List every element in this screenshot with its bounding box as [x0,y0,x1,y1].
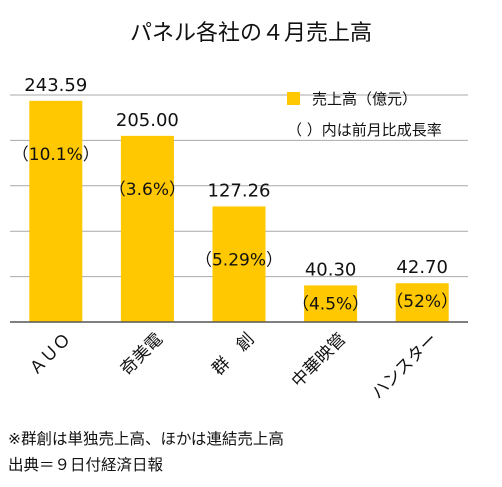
bar-2 [120,135,174,322]
bar-4 [304,285,358,322]
chart-title: パネル各社の４月売上高 [130,21,372,46]
bar-1 [29,100,83,322]
bar-chart: パネル各社の４月売上高 243.59 （10.1%） 205.00 （3.6%） 127… [10,21,468,403]
legend-note-label: （ ）内は前月比成長率 [287,121,442,139]
value-label-5: 42.70 [396,257,448,278]
bar-3 [212,206,266,322]
category-label-3: 群 創 [208,329,258,379]
value-label-4: 40.30 [305,259,357,280]
footnotes: ※群創は単独売上高、ほかは連結売上高 出典＝９日付経済日報 [8,426,284,478]
category-label-1: ＡＵＯ [25,329,75,379]
value-label-2: 205.00 [116,110,179,131]
growth-label-5: （52%） [386,292,458,312]
category-label-2: 奇美電 [117,329,167,379]
footnote-text: ※群創は単独売上高、ほかは連結売上高 [8,430,284,448]
gridlines [10,94,468,278]
growth-label-3: （5.29%） [195,250,283,270]
data-labels-group: 243.59 （10.1%） 205.00 （3.6%） 127.26 （5.29%） 40… [12,75,458,315]
legend-series-label: 売上高（億元） [312,90,417,108]
legend-swatch [287,92,300,105]
growth-label-1: （10.1%） [12,145,100,165]
growth-label-4: （4.5%） [292,294,369,314]
x-axis: ＡＵＯ 奇美電群 創中華映管 ハンスター [10,321,468,403]
category-label-4: 中華映管 [288,329,350,391]
category-label-5: ハンスター [368,329,442,403]
legend: 売上高（億元） （ ）内は前月比成長率 [287,90,442,139]
growth-label-2: （3.6%） [109,180,186,200]
bar-5 [395,283,449,322]
value-label-3: 127.26 [208,180,271,201]
source-text: 出典＝９日付経済日報 [8,456,164,474]
bars-group [29,100,449,322]
value-label-1: 243.59 [24,75,87,96]
